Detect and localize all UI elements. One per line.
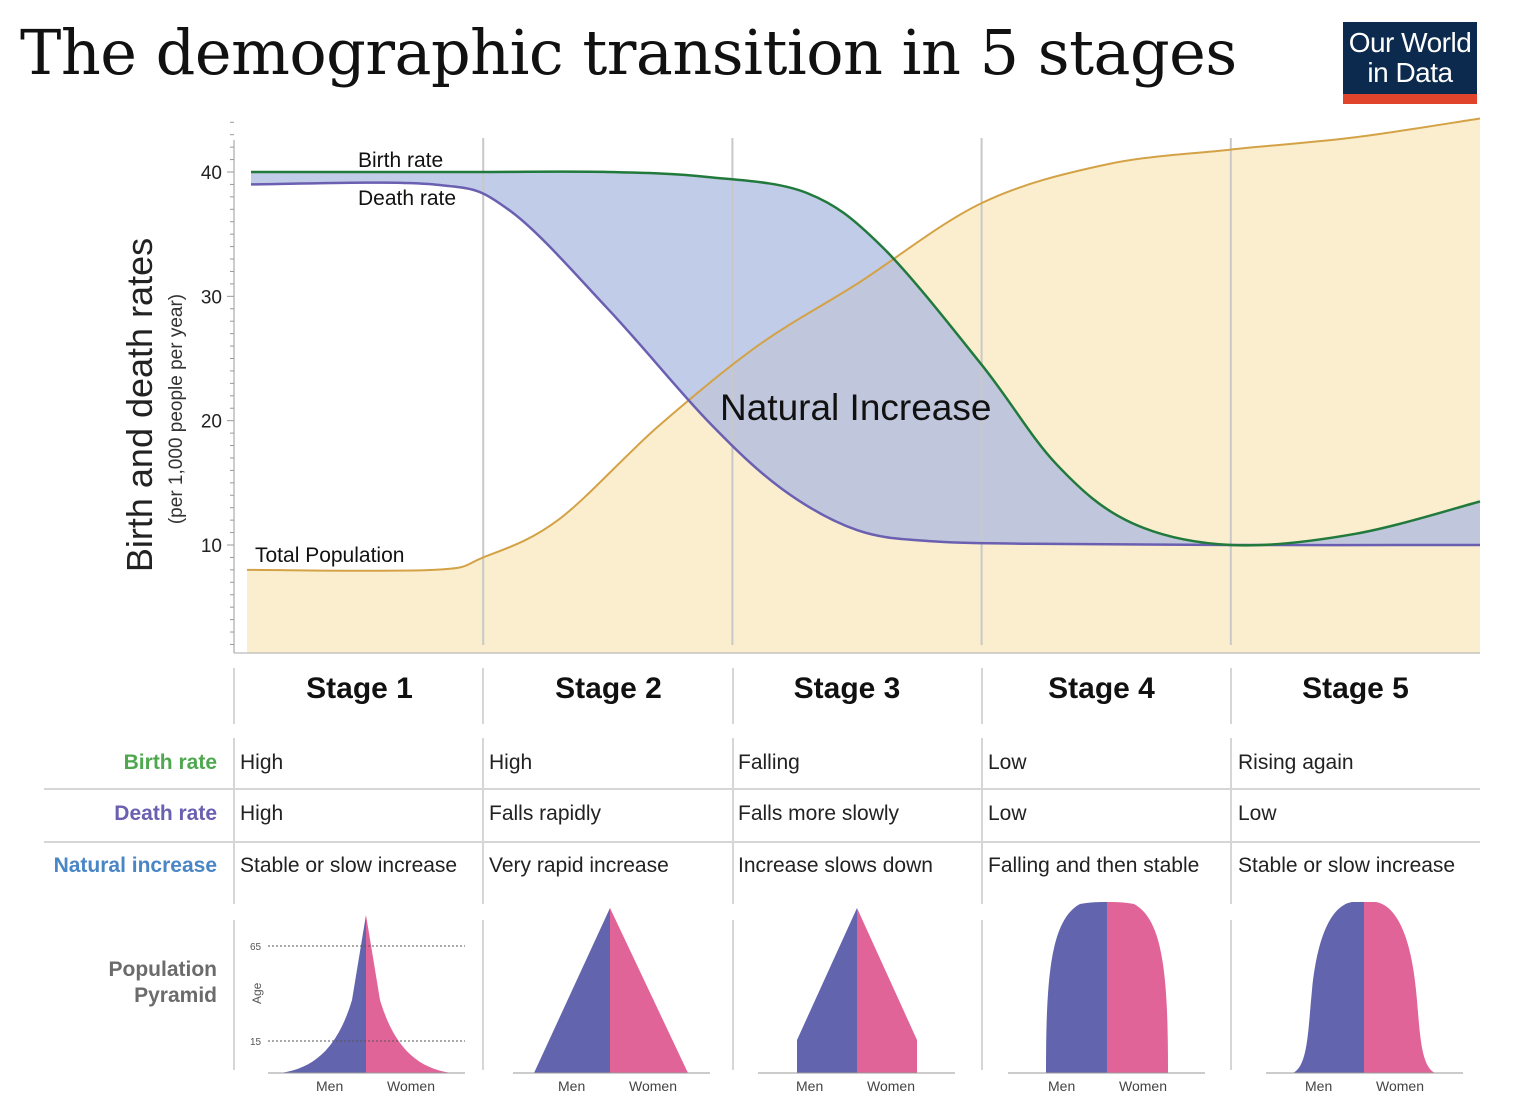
cell-natural-stage-5: Stable or slow increase (1238, 854, 1456, 877)
separator (1230, 738, 1232, 904)
separator (233, 668, 235, 724)
separator (233, 738, 235, 904)
pyramid-women (857, 908, 917, 1073)
row-divider (44, 841, 1480, 843)
y-tick-label: 20 (201, 412, 222, 433)
women-label: Women (867, 1078, 915, 1094)
stage-header-5: Stage 5 (1302, 672, 1409, 705)
separator (233, 920, 235, 1070)
row-divider (44, 788, 1480, 790)
women-label: Women (387, 1078, 435, 1094)
pyramid-men (797, 908, 857, 1073)
pyramid-men (1293, 902, 1364, 1073)
separator (482, 668, 484, 724)
age-tick-65: 65 (250, 942, 262, 953)
pyramid-stage-3: Men Women (758, 908, 955, 1094)
birth-rate-line (250, 170, 1481, 547)
cell-birth-stage-5: Rising again (1238, 751, 1354, 774)
men-label: Men (1048, 1078, 1075, 1094)
page-title: The demographic transition in 5 stages (20, 16, 1237, 89)
row-label-natural-increase: Natural increase (53, 854, 217, 877)
cell-natural-stage-2: Very rapid increase (489, 854, 669, 877)
pyramid-women (610, 908, 688, 1073)
pyramid-label-line-2: Pyramid (134, 984, 217, 1007)
natural-increase-annotation: Natural Increase (720, 387, 991, 428)
men-label: Men (1305, 1078, 1332, 1094)
logo-line-2: in Data (1367, 57, 1453, 88)
pyramid-women (366, 915, 452, 1073)
separator (1230, 920, 1232, 1070)
population-pyramid-label: Population Pyramid (60, 957, 218, 1009)
logo-line-1: Our World (1348, 27, 1472, 58)
cell-birth-stage-1: High (240, 751, 284, 774)
logo-accent-bar (1343, 94, 1477, 104)
pyramid-stage-2: Men Women (513, 908, 710, 1094)
cell-birth-stage-2: High (489, 751, 533, 774)
separator (1230, 668, 1232, 724)
separator (482, 920, 484, 1070)
age-tick-15: 15 (250, 1037, 262, 1048)
y-tick-label: 10 (201, 536, 222, 557)
pyramid-women (1364, 902, 1435, 1073)
stage-header-1: Stage 1 (306, 672, 413, 705)
separator (981, 920, 983, 1070)
age-axis-label: Age (250, 982, 264, 1004)
separator (482, 738, 484, 904)
cell-birth-stage-4: Low (988, 751, 1027, 774)
pyramid-men (280, 915, 366, 1073)
cell-natural-stage-3: Increase slows down (738, 854, 933, 877)
men-label: Men (558, 1078, 585, 1094)
cell-natural-stage-1: Stable or slow increase (240, 854, 458, 877)
separator (981, 738, 983, 904)
y-axis-sublabel: (per 1,000 people per year) (166, 293, 187, 525)
total-population-line (246, 117, 1481, 572)
owid-logo[interactable]: Our World in Data (1343, 22, 1477, 104)
women-label: Women (1119, 1078, 1167, 1094)
y-axis-label: Birth and death rates (119, 237, 160, 573)
stage-header-2: Stage 2 (555, 672, 662, 705)
death-rate-label: Death rate (358, 187, 456, 210)
total-population-label: Total Population (255, 544, 404, 567)
men-label: Men (796, 1078, 823, 1094)
pyramid-stage-1: 65 15 Age Men Women (250, 915, 465, 1094)
row-label-death-rate: Death rate (114, 802, 217, 825)
pyramid-stage-4: Men Women (1008, 902, 1205, 1094)
pyramid-label-line-1: Population (108, 958, 218, 981)
separator (732, 668, 734, 724)
cell-death-stage-4: Low (988, 802, 1027, 825)
women-label: Women (1376, 1078, 1424, 1094)
pyramid-women (1107, 902, 1168, 1073)
separator (981, 668, 983, 724)
cell-natural-stage-4: Falling and then stable (988, 854, 1200, 877)
stage-header-4: Stage 4 (1048, 672, 1155, 705)
men-label: Men (316, 1078, 343, 1094)
natural-increase-area (251, 171, 1480, 546)
death-rate-line (250, 181, 1481, 547)
cell-death-stage-2: Falls rapidly (489, 802, 602, 825)
demographic-chart: 10 20 30 40 Birth rate Death rate Total Popula… (201, 117, 1481, 654)
separator (732, 738, 734, 904)
cell-birth-stage-3: Falling (738, 751, 800, 774)
separator (732, 920, 734, 1070)
birth-rate-label: Birth rate (358, 149, 443, 172)
pyramid-men (1046, 902, 1107, 1073)
women-label: Women (629, 1078, 677, 1094)
pyramid-stage-5: Men Women (1266, 902, 1463, 1094)
cell-death-stage-3: Falls more slowly (738, 802, 900, 825)
cell-death-stage-5: Low (1238, 802, 1277, 825)
row-label-birth-rate: Birth rate (123, 751, 217, 774)
y-tick-label: 30 (201, 287, 222, 308)
cell-death-stage-1: High (240, 802, 284, 825)
pyramid-men (534, 908, 610, 1073)
y-tick-label: 40 (201, 163, 222, 184)
stage-header-3: Stage 3 (793, 672, 901, 705)
